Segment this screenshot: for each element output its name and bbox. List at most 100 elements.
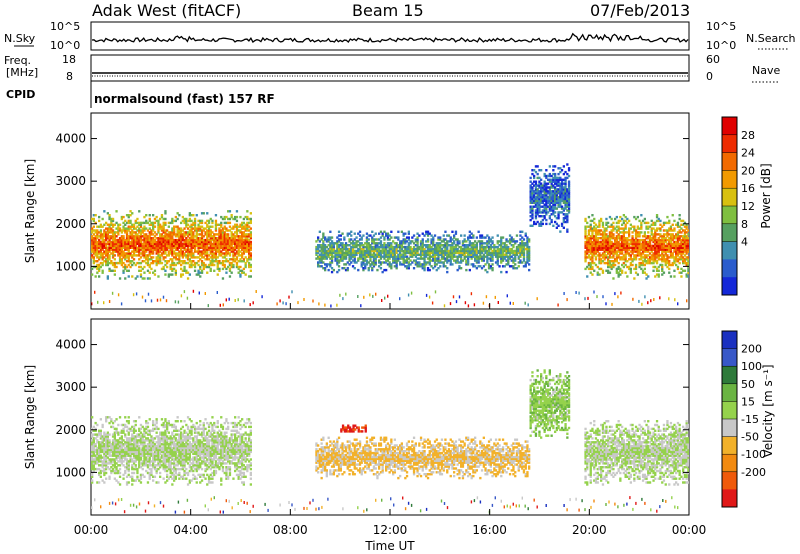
heatmap-cell (227, 242, 230, 246)
heatmap-cell (139, 248, 143, 251)
heatmap-cell (242, 225, 245, 228)
heatmap-cell (329, 257, 332, 260)
heatmap-cell (96, 267, 99, 271)
heatmap-cell (230, 246, 233, 249)
heatmap-cell (235, 227, 239, 230)
heatmap-cell (315, 249, 318, 253)
heatmap-cell (148, 223, 151, 226)
heatmap-cell (106, 261, 109, 265)
heatmap-cell (190, 244, 193, 248)
heatmap-cell (454, 238, 458, 241)
heatmap-cell (491, 263, 494, 266)
heatmap-cell (460, 234, 463, 237)
heatmap-cell (232, 242, 235, 246)
heatmap-cell (423, 234, 426, 237)
heatmap-cell (320, 249, 323, 253)
heatmap-cell (399, 253, 402, 256)
heatmap-cell (125, 244, 129, 248)
heatmap-cell (591, 231, 594, 234)
colorbar-segment (722, 241, 737, 260)
heatmap-cell (339, 249, 342, 253)
heatmap-cell (195, 238, 198, 242)
heatmap-cell (315, 245, 318, 249)
heatmap-cell (589, 225, 592, 228)
heatmap-cell (98, 240, 101, 244)
heatmap-cell (594, 238, 598, 242)
heatmap-cell (593, 237, 596, 240)
heatmap-cell (120, 242, 123, 246)
heatmap-cell (211, 248, 214, 251)
heatmap-cell (122, 229, 125, 232)
heatmap-cell (113, 244, 116, 248)
heatmap-cell (125, 221, 129, 225)
heatmap-cell (541, 199, 544, 203)
heatmap-cell (173, 261, 176, 265)
heatmap-cell (244, 227, 247, 230)
heatmap-cell (351, 265, 355, 268)
heatmap-cell (475, 259, 478, 262)
heatmap-cell (643, 231, 646, 234)
heatmap-cell (515, 253, 519, 256)
heatmap-cell (202, 235, 205, 238)
heatmap-cell (193, 244, 197, 248)
heatmap-cell (157, 219, 160, 223)
heatmap-cell (426, 249, 430, 253)
heatmap-cell (188, 252, 191, 255)
heatmap-cell (468, 249, 471, 253)
heatmap-cell (529, 207, 532, 210)
heatmap-cell (673, 269, 676, 272)
heatmap-cell (600, 244, 603, 248)
heatmap-cell (638, 265, 641, 269)
heatmap-cell (550, 195, 553, 199)
heatmap-cell (486, 259, 489, 262)
heatmap-cell (628, 227, 631, 230)
heatmap-cell (337, 268, 341, 272)
heatmap-cell (661, 269, 664, 272)
heatmap-cell (360, 244, 363, 247)
heatmap-cell (458, 267, 461, 270)
heatmap-cell (458, 245, 461, 249)
heatmap-cell (662, 235, 666, 238)
heatmap-cell (474, 255, 477, 258)
heatmap-cell (610, 233, 613, 236)
heatmap-cell (640, 258, 643, 261)
heatmap-cell (526, 240, 529, 243)
heatmap-cell (132, 246, 136, 249)
heatmap-cell (218, 260, 221, 263)
heatmap-cell (162, 258, 165, 261)
heatmap-cell (367, 247, 370, 251)
heatmap-cell (148, 237, 151, 240)
heatmap-cell (617, 254, 620, 257)
heatmap-cell (612, 254, 615, 257)
heatmap-cell (232, 240, 235, 244)
heatmap-cell (652, 265, 655, 269)
heatmap-cell (378, 259, 381, 262)
heatmap-cell (162, 231, 165, 234)
heatmap-cell (221, 244, 225, 248)
heatmap-cell (614, 258, 617, 261)
heatmap-cell (171, 229, 174, 232)
heatmap-cell (536, 184, 539, 187)
heatmap-cell (186, 244, 190, 248)
heatmap-cell (605, 223, 608, 226)
heatmap-cell (157, 248, 160, 251)
heatmap-cell (98, 258, 101, 261)
heatmap-cell (357, 257, 360, 260)
colorbar-tick-label: 12 (741, 200, 755, 213)
heatmap-cell (628, 267, 631, 271)
heatmap-cell (487, 249, 491, 253)
heatmap-cell (668, 246, 671, 249)
heatmap-cell (241, 244, 244, 248)
heatmap-cell (376, 245, 379, 249)
heatmap-cell (92, 233, 95, 236)
heatmap-cell (362, 234, 365, 237)
heatmap-cell (589, 229, 592, 232)
heatmap-cell (567, 195, 571, 199)
heatmap-cell (106, 256, 109, 259)
heatmap-cell (491, 259, 494, 262)
heatmap-cell (486, 253, 489, 256)
heatmap-cell (138, 246, 141, 249)
heatmap-cell (529, 195, 532, 199)
heatmap-cell (105, 252, 108, 255)
heatmap-cell (392, 249, 395, 253)
